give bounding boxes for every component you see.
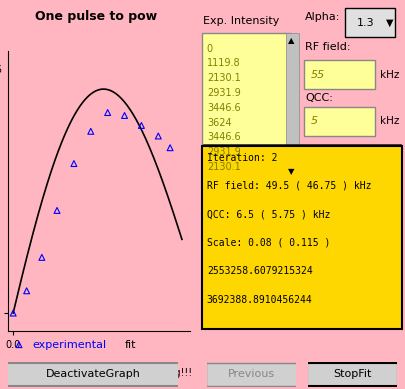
Text: RF field: 49.5 ( 46.75 ) kHz: RF field: 49.5 ( 46.75 ) kHz — [207, 181, 371, 191]
Text: One pulse to pow: One pulse to pow — [34, 11, 157, 23]
Text: experimental: experimental — [32, 340, 106, 350]
Text: 3624: 3624 — [207, 117, 232, 128]
FancyBboxPatch shape — [345, 8, 394, 37]
Text: ▼: ▼ — [386, 18, 394, 28]
Text: StopFit: StopFit — [333, 370, 371, 379]
Text: 2130.1: 2130.1 — [207, 73, 241, 83]
Text: 1119.8: 1119.8 — [207, 58, 241, 68]
Text: 55: 55 — [311, 70, 325, 80]
FancyBboxPatch shape — [206, 363, 296, 386]
Point — [167, 145, 173, 151]
Text: 3692388.8910456244: 3692388.8910456244 — [207, 294, 313, 305]
Text: 2931.9: 2931.9 — [207, 88, 241, 98]
Point — [87, 128, 94, 135]
Text: RF field:: RF field: — [305, 42, 350, 53]
Text: 4145.36: 4145.36 — [0, 65, 2, 75]
Point — [10, 310, 16, 316]
Text: QCC:: QCC: — [305, 93, 333, 103]
Text: kHz: kHz — [380, 70, 399, 80]
Point — [104, 109, 111, 116]
Text: ▼: ▼ — [288, 167, 294, 177]
Text: DeactivateGraph: DeactivateGraph — [46, 370, 141, 379]
Text: kHz: kHz — [380, 116, 399, 126]
FancyBboxPatch shape — [304, 107, 375, 136]
FancyBboxPatch shape — [304, 60, 375, 89]
Text: 2931.9: 2931.9 — [207, 147, 241, 157]
Text: Alpha:: Alpha: — [305, 12, 340, 22]
Text: 2130.1: 2130.1 — [207, 162, 241, 172]
Point — [138, 122, 145, 128]
FancyBboxPatch shape — [307, 363, 398, 386]
Text: QCC: 6.5 ( 5.75 ) kHz: QCC: 6.5 ( 5.75 ) kHz — [207, 209, 330, 219]
Point — [16, 342, 22, 348]
Point — [54, 207, 60, 214]
Text: Scale: 0.08 ( 0.115 ): Scale: 0.08 ( 0.115 ) — [207, 238, 330, 248]
FancyBboxPatch shape — [202, 33, 291, 179]
FancyBboxPatch shape — [6, 363, 180, 386]
Text: Iteration: 2: Iteration: 2 — [207, 152, 277, 163]
Text: 5: 5 — [311, 116, 318, 126]
FancyBboxPatch shape — [286, 33, 298, 179]
FancyBboxPatch shape — [202, 146, 402, 329]
Text: Deactivate graph speeds up fitting!!!: Deactivate graph speeds up fitting!!! — [10, 368, 192, 378]
Text: 2553258.6079215324: 2553258.6079215324 — [207, 266, 313, 276]
Point — [70, 160, 77, 166]
Text: ▲: ▲ — [288, 36, 294, 46]
Text: Exp. Intensity: Exp. Intensity — [202, 16, 279, 26]
Text: 3446.6: 3446.6 — [207, 132, 241, 142]
Point — [38, 254, 45, 261]
Text: 0: 0 — [207, 44, 213, 54]
Point — [23, 288, 30, 294]
Text: Previous: Previous — [228, 370, 275, 379]
Text: fit: fit — [125, 340, 136, 350]
Point — [155, 133, 162, 139]
Point — [121, 112, 128, 119]
Text: 1.3: 1.3 — [357, 18, 375, 28]
Text: 3446.6: 3446.6 — [207, 103, 241, 113]
